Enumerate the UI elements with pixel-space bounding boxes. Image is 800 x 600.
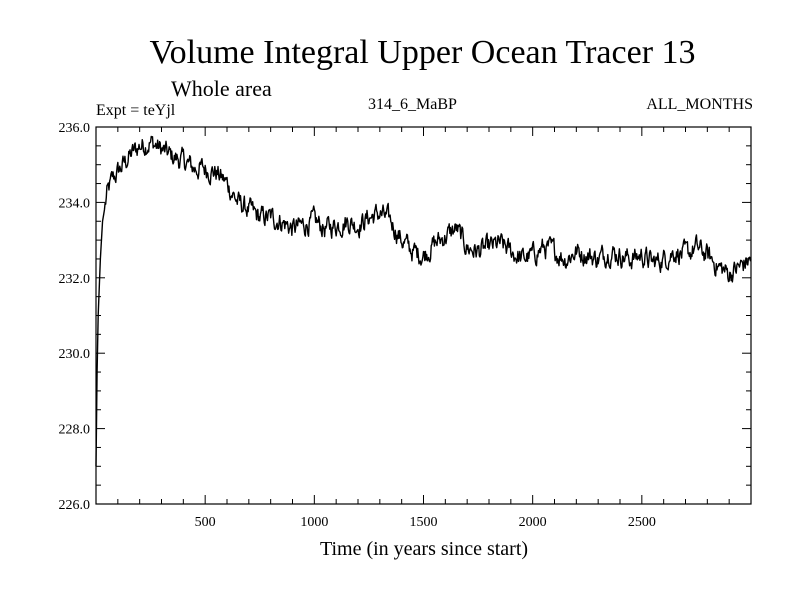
x-tick-label: 1000 (300, 515, 328, 530)
x-axis-label: Time (in years since start) (319, 538, 529, 560)
x-tick-label: 500 (195, 515, 216, 530)
plot-frame (95, 126, 752, 505)
y-tick-label: 232.0 (59, 272, 91, 287)
axis-ticks (96, 127, 751, 504)
y-tick-label: 228.0 (59, 423, 91, 438)
y-tick-label: 226.0 (59, 498, 91, 513)
x-tick-label: 2000 (519, 515, 547, 530)
y-tick-label: 236.0 (59, 121, 91, 136)
series-line (95, 135, 752, 467)
months-label: ALL_MONTHS (646, 96, 753, 113)
y-tick-label: 234.0 (59, 196, 91, 211)
tick-labels: 500 1000 1500 2000 2500 226.0 228.0 230.0 232.0 2… (59, 121, 656, 530)
y-tick-label: 230.0 (59, 347, 91, 362)
chart-title: Volume Integral Upper Ocean Tracer 13 (149, 34, 696, 71)
period-label: 314_6_MaBP (368, 96, 457, 113)
experiment-label: Expt = teYjl (96, 102, 176, 119)
x-tick-label: 1500 (410, 515, 438, 530)
x-tick-label: 2500 (628, 515, 656, 530)
chart-subtitle: Whole area (171, 76, 272, 101)
